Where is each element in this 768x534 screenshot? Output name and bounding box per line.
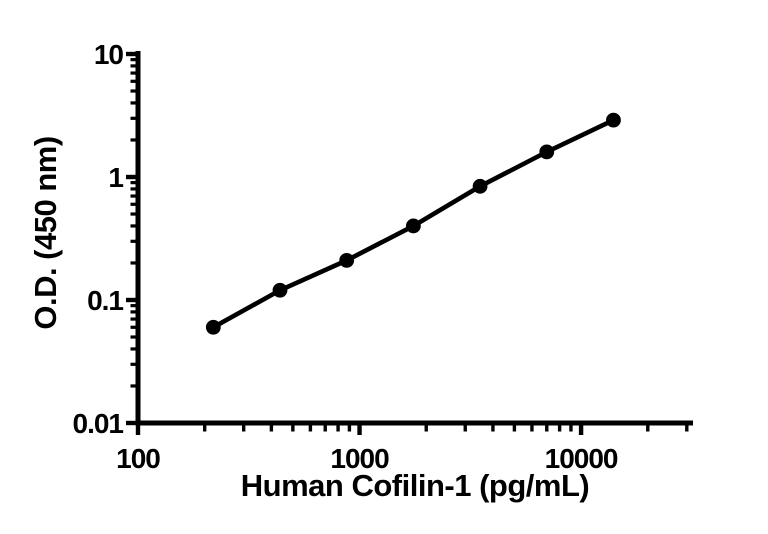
x-axis-tick-label: 1000	[330, 443, 389, 474]
data-point-marker	[606, 112, 621, 128]
x-axis-tick-label: 100	[116, 443, 160, 474]
chart-plot-area: 100 1000 10000 0.01 0.1 1 10	[73, 39, 693, 474]
data-point-marker	[272, 282, 288, 298]
y-axis-title: O.D. (450 nm)	[28, 136, 63, 329]
data-point-marker	[405, 218, 421, 234]
x-axis-tick-label: 10000	[545, 443, 618, 474]
data-point-marker	[539, 144, 555, 160]
x-axis-title: Human Cofilin-1 (pg/mL)	[241, 468, 589, 503]
y-axis-tick-label: 0.01	[73, 408, 124, 439]
y-axis-tick-label: 0.1	[87, 285, 123, 316]
data-point-marker	[472, 178, 488, 194]
data-point-marker	[339, 252, 355, 268]
y-axis-tick-label: 10	[94, 39, 124, 70]
data-point-marker	[205, 319, 221, 335]
y-axis-tick-label: 1	[108, 162, 123, 193]
